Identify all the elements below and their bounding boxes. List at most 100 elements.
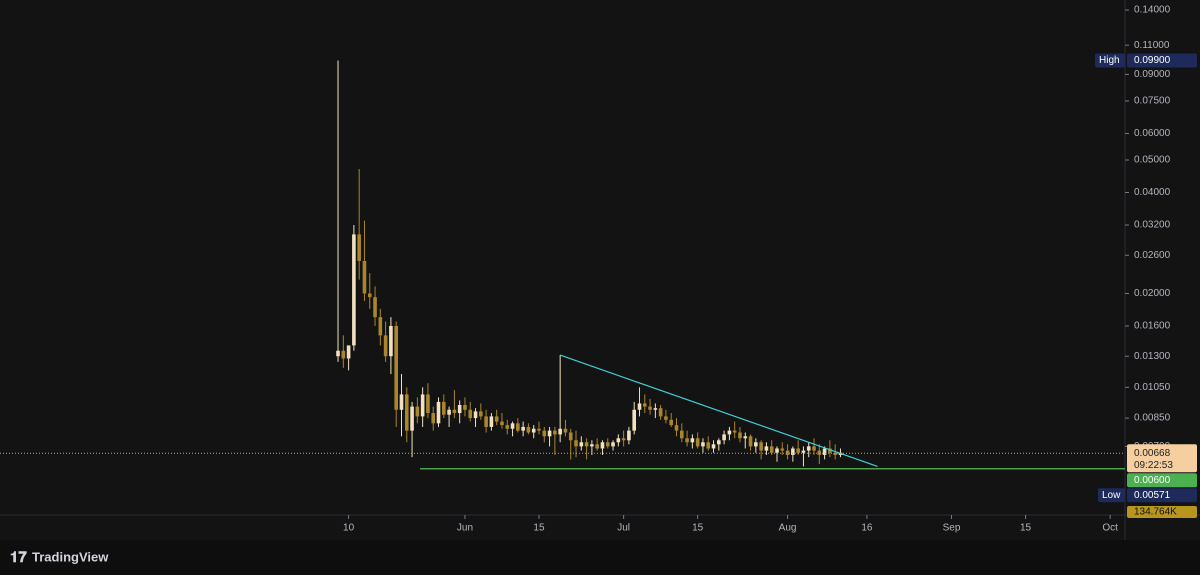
y-tick-label: 0.09000 [1134, 69, 1171, 80]
candle-body [621, 438, 626, 441]
volume-label: 134.764K [1134, 507, 1177, 518]
candle-body [822, 448, 827, 455]
candle-body [431, 413, 436, 424]
volume-label-box [1127, 506, 1197, 518]
candle-body [738, 432, 742, 439]
candle-body [553, 430, 557, 435]
high-label-box [1127, 53, 1197, 68]
y-tick-label: 0.02600 [1134, 250, 1171, 261]
y-tick-label: 0.01600 [1134, 321, 1171, 332]
y-tick-label: 0.03200 [1134, 220, 1171, 231]
candle-body [568, 432, 573, 441]
candle-body [754, 442, 758, 447]
candle-body [447, 409, 451, 415]
brand-logo: 𝟏𝟕 [10, 549, 27, 566]
candle-body [595, 444, 599, 449]
candle-body [717, 440, 721, 445]
candle-body [473, 411, 478, 419]
x-tick-label: 15 [533, 523, 545, 534]
candle-body [743, 436, 748, 439]
candle-body [500, 421, 504, 426]
candle-body [679, 430, 684, 439]
trend-line [559, 354, 878, 467]
footer [0, 540, 1200, 575]
support-label: 0.00600 [1134, 475, 1171, 486]
y-tick-label: 0.14000 [1134, 5, 1171, 16]
x-tick-label: Jun [457, 523, 473, 534]
candle-body [452, 409, 457, 414]
candle-body [526, 426, 531, 433]
brand-name: TradingView [32, 549, 109, 564]
x-tick-label: 15 [1020, 523, 1032, 534]
candle-body [426, 394, 430, 414]
brand: 𝟏𝟕 TradingView [10, 549, 109, 566]
candle-body [627, 430, 631, 441]
candle-body [521, 426, 525, 431]
x-tick-label: 10 [343, 523, 355, 534]
candle-body [796, 448, 800, 453]
candle-body [399, 394, 404, 410]
candle-body [357, 234, 361, 261]
y-tick-label: 0.02000 [1134, 288, 1171, 299]
candle-body [653, 408, 658, 410]
candle-body [537, 428, 541, 431]
candle-body [785, 450, 790, 455]
candle-body [547, 430, 552, 437]
candle-body [479, 411, 483, 417]
candle-body [833, 452, 837, 455]
candle-body [637, 403, 642, 410]
candle-body [336, 350, 340, 357]
candle-body [341, 350, 346, 359]
x-tick-label: Jul [617, 523, 630, 534]
candle-body [600, 442, 605, 449]
x-tick-label: Sep [943, 523, 961, 534]
candle-body [812, 446, 816, 451]
countdown: 09:22:53 [1134, 460, 1173, 471]
candle-body [367, 293, 372, 298]
candle-body [489, 416, 494, 427]
candle-body [695, 438, 700, 447]
candle-body [664, 416, 668, 420]
candle-body [685, 438, 689, 443]
candle-body [494, 416, 499, 422]
candle-body [706, 442, 711, 449]
candle-body [441, 401, 446, 415]
y-tick-label: 0.01050 [1134, 382, 1171, 393]
y-tick-label: 0.00850 [1134, 413, 1171, 424]
candle-body [648, 406, 652, 410]
axes: 0.14000 0.11000 0.09000 0.07500 0.06000 0.050… [343, 5, 1171, 534]
candle-body [457, 404, 462, 414]
candle-body [531, 428, 536, 433]
candle-body [468, 409, 473, 419]
y-tick-label: 0.11000 [1134, 40, 1170, 51]
candle-body [352, 234, 356, 346]
candle-body [801, 450, 806, 453]
candle-body [791, 448, 795, 455]
support-label-box [1127, 473, 1197, 488]
last-box [1127, 444, 1197, 473]
candle-body [727, 430, 732, 435]
candle-body [590, 444, 594, 447]
candle-body [383, 335, 388, 357]
candle-body [806, 446, 811, 451]
candle-body [701, 442, 705, 447]
candle-body [415, 406, 420, 417]
candle-body [690, 438, 695, 443]
plot-area [0, 60, 1125, 470]
low-tag-box [1098, 488, 1125, 503]
candle-body [505, 425, 510, 429]
candle-body [574, 440, 578, 447]
candle-body [463, 404, 467, 410]
candle-body [828, 448, 832, 453]
candle-body [542, 430, 547, 437]
candle-body [616, 438, 621, 443]
candle-body [722, 434, 726, 441]
candle-body [484, 416, 488, 427]
candle-body [605, 442, 610, 447]
candle-body [436, 401, 441, 424]
candle-body [362, 260, 367, 294]
candle-body [563, 428, 568, 433]
